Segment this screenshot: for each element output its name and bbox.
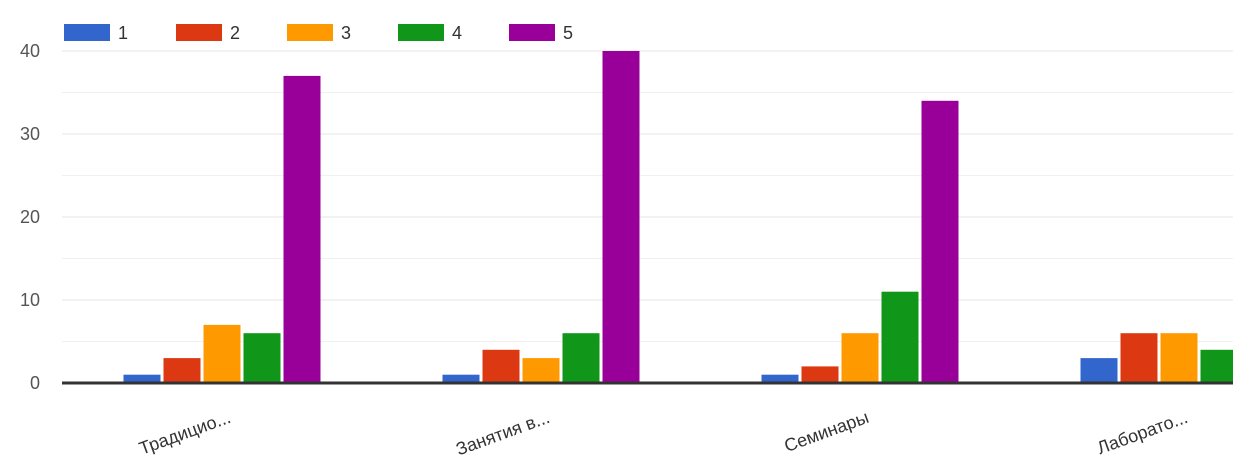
bar-3-2 <box>522 358 560 383</box>
bar-2-4 <box>1120 333 1158 383</box>
x-category-label: Лаборато... <box>1094 407 1190 458</box>
bar-1-4 <box>1080 358 1118 383</box>
y-tick-label: 40 <box>20 41 40 61</box>
bar-4-1 <box>243 333 281 383</box>
legend-label-5: 5 <box>563 23 573 43</box>
bar-1-1 <box>123 374 161 383</box>
legend-label-2: 2 <box>230 23 240 43</box>
legend-swatch-2 <box>176 24 222 41</box>
bar-5-2 <box>602 51 640 383</box>
bar-2-1 <box>163 358 201 383</box>
bar-3-3 <box>841 333 879 383</box>
legend-label-4: 4 <box>452 23 462 43</box>
legend-swatch-4 <box>398 24 444 41</box>
bar-3-1 <box>203 324 241 383</box>
bar-5-3 <box>921 100 959 384</box>
y-tick-label: 30 <box>20 124 40 144</box>
bar-4-3 <box>881 291 919 383</box>
bar-2-3 <box>801 366 839 383</box>
bar-5-1 <box>283 75 321 384</box>
bar-1-2 <box>442 374 480 383</box>
bar-4-4 <box>1200 349 1233 383</box>
bar-2-2 <box>482 349 520 383</box>
x-category-label: Традицио... <box>136 407 233 459</box>
y-tick-label: 20 <box>20 207 40 227</box>
bar-4-2 <box>562 333 600 383</box>
x-category-label: Занятия в... <box>453 407 552 459</box>
bar-1-3 <box>761 374 799 383</box>
x-category-label: Семинары <box>782 407 872 456</box>
bar-3-4 <box>1160 333 1198 383</box>
y-tick-label: 10 <box>20 290 40 310</box>
y-tick-label: 0 <box>30 373 40 393</box>
legend-label-3: 3 <box>341 23 351 43</box>
legend-label-1: 1 <box>118 23 128 43</box>
legend-swatch-1 <box>64 24 110 41</box>
legend-swatch-3 <box>287 24 333 41</box>
legend-swatch-5 <box>509 24 555 41</box>
